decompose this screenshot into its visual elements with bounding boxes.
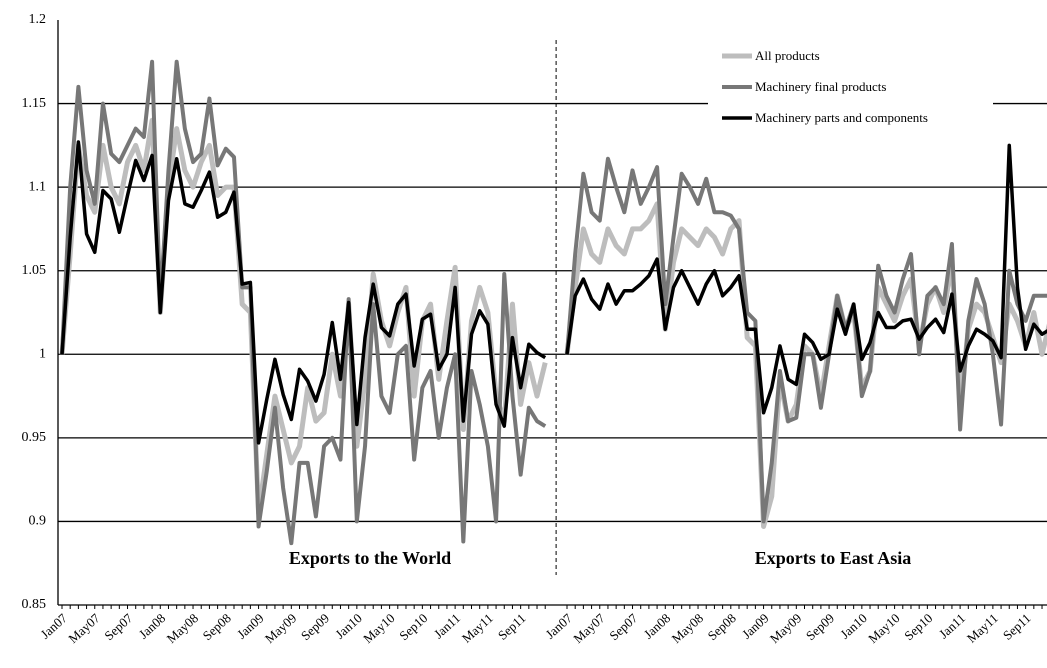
panel-lines (564, 143, 1047, 529)
series-line (565, 156, 1047, 524)
x-tick-label: Sep07 (101, 610, 136, 643)
x-tick-label: Sep09 (803, 610, 837, 643)
legend-box (708, 40, 993, 132)
x-tick-label: Sep10 (901, 610, 935, 643)
x-tick-label: Jan09 (739, 610, 772, 641)
series-line (565, 143, 1047, 415)
x-tick-label: May08 (164, 610, 201, 646)
panel-title: Exports to the World (289, 548, 451, 568)
panel-title: Exports to East Asia (755, 548, 912, 568)
x-tick-label: May11 (459, 610, 496, 645)
x-tick-label: Jan08 (136, 610, 169, 641)
x-tick-label: Sep09 (298, 610, 332, 643)
legend-label: All products (755, 48, 820, 63)
x-tick-label: May09 (767, 610, 804, 646)
x-tick-label: Jan08 (641, 610, 674, 641)
panel-lines (59, 59, 548, 546)
y-tick-label: 1.05 (22, 263, 47, 278)
x-tick-label: May10 (360, 610, 397, 646)
x-tick-label: Jan09 (234, 610, 267, 641)
x-tick-label: Jan07 (37, 610, 70, 642)
x-tick-label: Jan07 (542, 610, 575, 642)
series-line (564, 201, 1047, 529)
x-tick-label: Jan10 (332, 610, 365, 641)
y-tick-label: 1.15 (22, 96, 47, 111)
x-tick-label: Sep11 (495, 610, 529, 643)
x-tick-label: May10 (865, 610, 902, 646)
y-tick-label: 0.85 (22, 597, 47, 612)
y-tick-label: 1.2 (29, 12, 47, 27)
legend-label: Machinery parts and components (755, 110, 928, 125)
x-tick-label: Jan10 (837, 610, 870, 641)
x-tick-label: May07 (570, 610, 608, 646)
x-tick-label: Sep08 (200, 610, 234, 643)
x-tick-label: Sep11 (1000, 610, 1034, 643)
y-tick-label: 1 (39, 347, 46, 362)
legend-label: Machinery final products (755, 79, 886, 94)
x-tick-label: Sep10 (396, 610, 430, 643)
y-tick-label: 0.9 (29, 514, 47, 529)
x-tick-label: May11 (964, 610, 1001, 645)
x-tick-label: May07 (65, 610, 103, 646)
x-tick-label: Sep07 (606, 610, 641, 643)
series-line (59, 117, 548, 516)
y-tick-label: 1.1 (29, 179, 47, 194)
y-tick-label: 0.95 (22, 430, 47, 445)
series-line (60, 59, 547, 546)
x-tick-label: May08 (669, 610, 706, 646)
x-tick-label: May09 (262, 610, 299, 646)
x-tick-label: Jan11 (431, 610, 463, 641)
series-line (60, 140, 547, 445)
x-tick-label: Jan11 (936, 610, 968, 641)
x-tick-label: Sep08 (705, 610, 739, 643)
